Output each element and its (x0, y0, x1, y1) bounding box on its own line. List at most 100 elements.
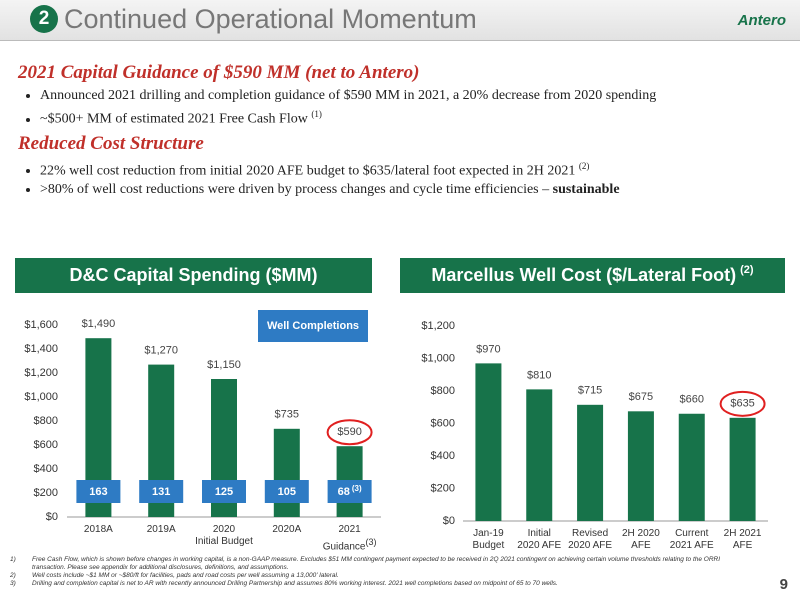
y-tick-label: $0 (443, 515, 455, 527)
page-number: 9 (779, 576, 788, 593)
bullet: ~$500+ MM of estimated 2021 Free Cash Fl… (40, 105, 788, 129)
value-label: $660 (680, 394, 704, 406)
footnote: 3) Drilling and completion capital is net… (10, 580, 750, 588)
y-tick-label: $400 (34, 463, 58, 475)
category: Jan-19 Budget (472, 528, 505, 551)
logo: Antero (737, 12, 786, 29)
section-heading: 2021 Capital Guidance of $590 MM (net to… (18, 62, 420, 83)
footnote-ref: (3) (365, 537, 377, 547)
category: 2021 Guidance (322, 524, 366, 553)
category: Initial 2020 AFE (517, 528, 562, 551)
x-tick-label: 2018A (68, 524, 128, 536)
value-label: $675 (629, 391, 653, 403)
completion-value: 125 (215, 486, 233, 498)
y-tick-label: $1,400 (24, 343, 58, 355)
x-tick-label: 2020A (257, 524, 317, 536)
category: Current 2021 AFE (669, 528, 714, 551)
footnote-number: 2) (10, 572, 16, 579)
footnote-ref: (2) (740, 264, 754, 276)
chart-title: D&C Capital Spending ($MM) (70, 265, 318, 285)
value-label: $970 (476, 343, 500, 355)
completion-box (327, 480, 372, 503)
bar (273, 428, 300, 517)
x-tick-label: 2019A (131, 524, 191, 536)
emphasis: sustainable (552, 182, 620, 198)
value-label: $810 (527, 369, 551, 381)
category: 2020 Initial Budget (195, 524, 253, 547)
x-tick-label: 2H 2020 AFE (611, 528, 671, 552)
category: 2H 2021 AFE (723, 528, 762, 551)
footnotes: 1) Free Cash Flow, which is shown before … (10, 556, 750, 588)
footnote-ref: (2) (578, 160, 590, 171)
chart-title-text: Marcellus Well Cost ($/Lateral Foot) (431, 265, 736, 285)
header: 2 Continued Operational Momentum Antero (0, 0, 800, 41)
completion-label: 105 (278, 486, 296, 498)
title-banner (15, 258, 372, 293)
bullet-text: >80% of well cost reductions were driven… (40, 182, 553, 198)
slide-title: Continued Operational Momentum (64, 4, 477, 34)
legend-box (258, 310, 368, 342)
y-tick-label: $200 (431, 482, 455, 494)
value-label: $715 (578, 385, 602, 397)
bar (729, 417, 756, 521)
completion-box (76, 480, 121, 503)
completion-value: 105 (278, 486, 296, 498)
footnote-text: Free Cash Flow, which is shown before ch… (32, 556, 721, 571)
bullet: 22% well cost reduction from initial 202… (40, 157, 788, 181)
x-tick-label: 2H 2021 AFE (713, 528, 773, 552)
summary: 2021 Capital Guidance of $590 MM (net to… (18, 58, 788, 199)
bullet: Announced 2021 drilling and completion g… (40, 86, 788, 105)
chart-title: Marcellus Well Cost ($/Lateral Foot) (2) (431, 264, 754, 285)
value-label: $735 (275, 409, 299, 421)
completion-value: 131 (152, 486, 170, 498)
footnote-text: Drilling and completion capital is net t… (32, 580, 558, 587)
footnote-text: Well costs include ~$1 MM or ~$80/ft for… (32, 572, 339, 579)
y-tick-label: $0 (46, 511, 58, 523)
value-label: $590 (337, 426, 361, 438)
completion-label: 125 (215, 486, 233, 498)
y-tick-label: $600 (431, 417, 455, 429)
bullet-text: Announced 2021 drilling and completion g… (40, 88, 657, 103)
y-tick-label: $200 (34, 487, 58, 499)
completion-box (202, 480, 246, 503)
completion-value: 68 (338, 486, 350, 498)
bar (475, 363, 502, 521)
x-tick-label: Jan-19 Budget (458, 528, 518, 552)
chart-title-text: D&C Capital Spending ($MM) (70, 265, 318, 285)
completion-box (139, 480, 184, 503)
x-tick-label: 2020 Initial Budget (194, 524, 254, 548)
footnote-ref: (1) (311, 109, 322, 119)
value-label: $1,150 (207, 359, 241, 371)
y-tick-label: $1,000 (421, 352, 455, 364)
y-tick-label: $1,000 (24, 391, 58, 403)
bar (678, 413, 705, 521)
y-tick-label: $1,600 (24, 319, 58, 331)
completion-label: 131 (152, 486, 170, 498)
y-tick-label: $600 (34, 439, 58, 451)
value-label: $1,270 (144, 345, 178, 357)
completion-value: 163 (89, 486, 107, 498)
highlight-circle (326, 419, 373, 446)
category: Revised 2020 AFE (568, 528, 613, 551)
bullet-list: 22% well cost reduction from initial 202… (18, 157, 788, 200)
x-tick-label: 2021 Guidance(3) (320, 524, 380, 553)
completion-box (264, 480, 309, 503)
completion-label: 68 (3) (338, 484, 362, 498)
category: 2H 2020 AFE (622, 528, 660, 551)
bullet-list: Announced 2021 drilling and completion g… (18, 86, 788, 129)
y-tick-label: $400 (431, 450, 455, 462)
footnote-ref: (3) (352, 484, 362, 493)
category: 2020A (272, 524, 302, 535)
footnote: 2) Well costs include ~$1 MM or ~$80/ft f… (10, 572, 750, 580)
bullet: >80% of well cost reductions were driven… (40, 180, 788, 199)
bar (577, 404, 604, 521)
bar (526, 389, 553, 521)
highlight-circle (719, 390, 766, 417)
category: 2019A (146, 524, 176, 535)
legend-label: Well Completions (267, 320, 359, 332)
x-tick-label: Initial 2020 AFE (509, 528, 569, 552)
footnote-number: 3) (10, 580, 16, 587)
y-tick-label: $1,200 (421, 320, 455, 332)
x-tick-label: Revised 2020 AFE (560, 528, 620, 552)
